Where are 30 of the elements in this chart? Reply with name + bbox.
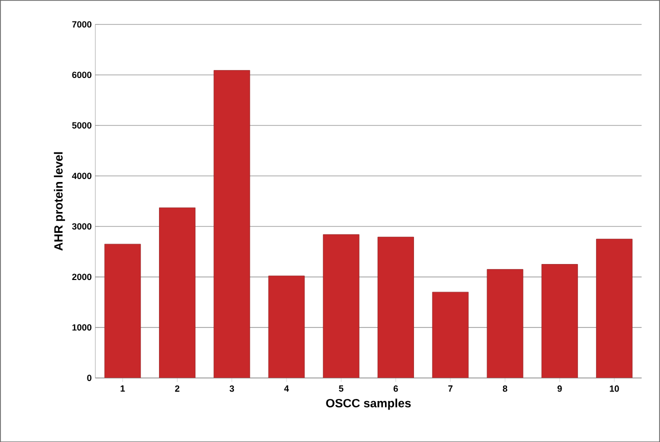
- bar: [378, 236, 414, 378]
- y-tick-label: 5000: [72, 122, 92, 128]
- x-tick-label: 8: [502, 385, 508, 392]
- y-tick-label: 4000: [72, 172, 92, 179]
- x-tick-label: 4: [284, 385, 289, 392]
- bar: [159, 207, 196, 378]
- bar: [486, 269, 524, 378]
- bar: [542, 264, 578, 378]
- x-tick-label: 1: [120, 385, 125, 392]
- y-tick-label: 0: [87, 374, 92, 381]
- bar: [214, 70, 250, 378]
- bar: [104, 244, 141, 378]
- x-tick-label: 2: [175, 385, 180, 392]
- bar: [268, 276, 305, 378]
- y-tick-label: 6000: [72, 72, 92, 78]
- x-tick-label: 9: [558, 385, 562, 392]
- bar: [432, 292, 469, 378]
- x-tick-label: 3: [230, 385, 234, 392]
- y-axis-title: AHR protein level: [54, 152, 66, 250]
- bar: [322, 234, 360, 378]
- x-tick-label: 5: [338, 385, 344, 392]
- y-tick-label: 1000: [72, 324, 92, 330]
- x-axis-title: OSCC samples: [326, 398, 411, 410]
- y-tick-label: 7000: [72, 21, 92, 28]
- y-tick-label: 3000: [72, 223, 92, 230]
- bar: [596, 238, 632, 378]
- x-tick-label: 10: [610, 385, 619, 392]
- y-tick-label: 2000: [72, 274, 92, 280]
- x-tick-label: 6: [394, 385, 398, 392]
- x-tick-label: 7: [448, 385, 453, 392]
